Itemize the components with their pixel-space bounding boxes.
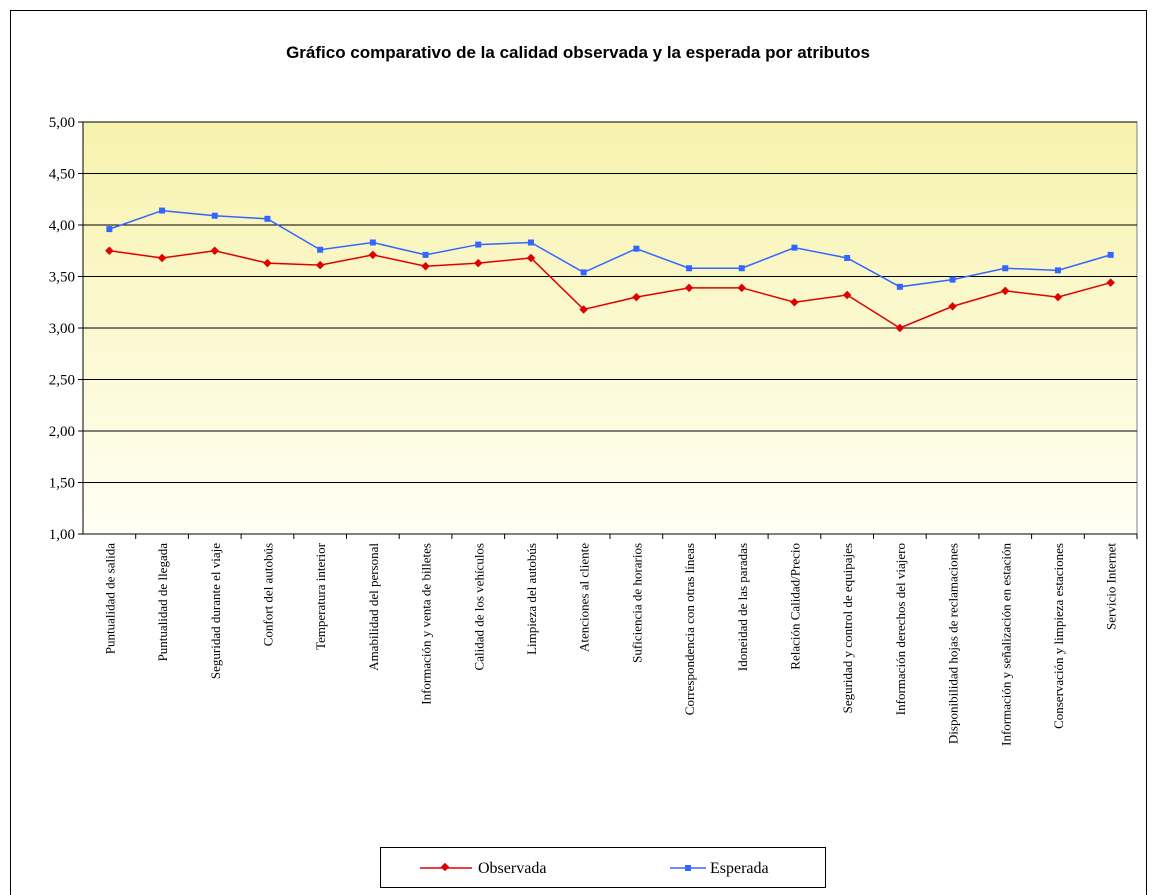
x-tick-label: Amabilidad del personal: [366, 543, 381, 671]
point: [1054, 267, 1061, 274]
point: [895, 323, 905, 333]
x-tick-label: Confort del autobús: [260, 543, 275, 646]
point: [580, 269, 587, 276]
x-tick-label: Puntualidad de salida: [102, 543, 117, 654]
point: [948, 302, 957, 311]
x-tick-label: Puntualidad de llegada: [155, 543, 170, 662]
x-tick-label: Idoneidad de las paradas: [735, 543, 750, 671]
legend-label: Esperada: [710, 860, 769, 877]
point: [264, 215, 271, 222]
x-tick-label: Conservación y limpieza estaciones: [1051, 543, 1066, 729]
point: [844, 254, 851, 261]
x-tick-label: Información y señalización en estación: [998, 543, 1013, 746]
point: [421, 261, 430, 271]
y-tick-label: 1,50: [49, 476, 75, 492]
point: [474, 258, 483, 268]
point: [527, 239, 534, 246]
point: [159, 207, 166, 214]
x-tick-label: Seguridad durante el viaje: [208, 543, 223, 679]
point: [422, 251, 429, 258]
legend: Observada Esperada: [380, 847, 826, 888]
y-tick-label: 2,00: [49, 424, 75, 440]
x-tick-label: Información y venta de billetes: [419, 543, 434, 705]
point: [106, 226, 113, 233]
legend-marker: [685, 865, 691, 871]
point: [105, 246, 114, 255]
x-tick-label: Temperatura interior: [313, 542, 328, 650]
y-tick-label: 2,50: [49, 373, 75, 389]
point: [1106, 278, 1115, 287]
point: [633, 245, 640, 252]
x-tick-label: Suficiencia de horarios: [629, 543, 644, 663]
x-tick-label: Servicio Internet: [1104, 543, 1119, 630]
y-tick-label: 1,00: [49, 527, 75, 543]
point: [686, 265, 693, 272]
x-tick-label: Información derechos del viajero: [893, 543, 908, 715]
point: [737, 283, 746, 293]
point: [632, 292, 641, 302]
series-line: [109, 249, 1111, 329]
point: [738, 265, 745, 272]
point: [210, 246, 219, 255]
x-tick-label: Seguridad y control de equipajes: [840, 543, 855, 713]
x-tick-label: Relación Calidad/Precio: [787, 543, 802, 670]
point: [315, 260, 325, 270]
point: [684, 283, 694, 293]
x-tick-label: Correspondencia con otras líneas: [682, 543, 697, 715]
point: [369, 239, 376, 246]
point: [1001, 286, 1010, 296]
point: [211, 212, 218, 219]
point: [475, 241, 482, 248]
point: [791, 244, 798, 251]
y-tick-label: 3,00: [49, 321, 75, 337]
x-tick-label: Disponibilidad hojas de reclamaciones: [946, 543, 961, 744]
y-tick-label: 4,00: [49, 218, 75, 234]
point: [579, 305, 588, 314]
point: [263, 258, 272, 268]
y-tick-label: 4,50: [49, 167, 75, 183]
x-tick-label: Limpieza del autobús: [524, 543, 539, 655]
legend-marker: [440, 862, 450, 872]
point: [317, 246, 324, 253]
chart-title: Gráfico comparativo de la calidad observ…: [286, 43, 870, 62]
y-tick-label: 5,00: [49, 115, 75, 131]
y-tick-label: 3,50: [49, 270, 75, 286]
point: [896, 283, 903, 290]
point: [790, 298, 799, 307]
point: [842, 290, 852, 300]
x-tick-label: Atenciones al cliente: [577, 543, 592, 652]
legend-label: Observada: [478, 860, 546, 877]
point: [368, 250, 378, 260]
point: [157, 253, 167, 263]
series-line: [109, 209, 1111, 288]
point: [949, 276, 956, 283]
point: [1053, 292, 1063, 302]
x-tick-label: Calidad de los vehículos: [471, 543, 486, 670]
point: [1002, 265, 1009, 272]
point: [1107, 251, 1114, 258]
